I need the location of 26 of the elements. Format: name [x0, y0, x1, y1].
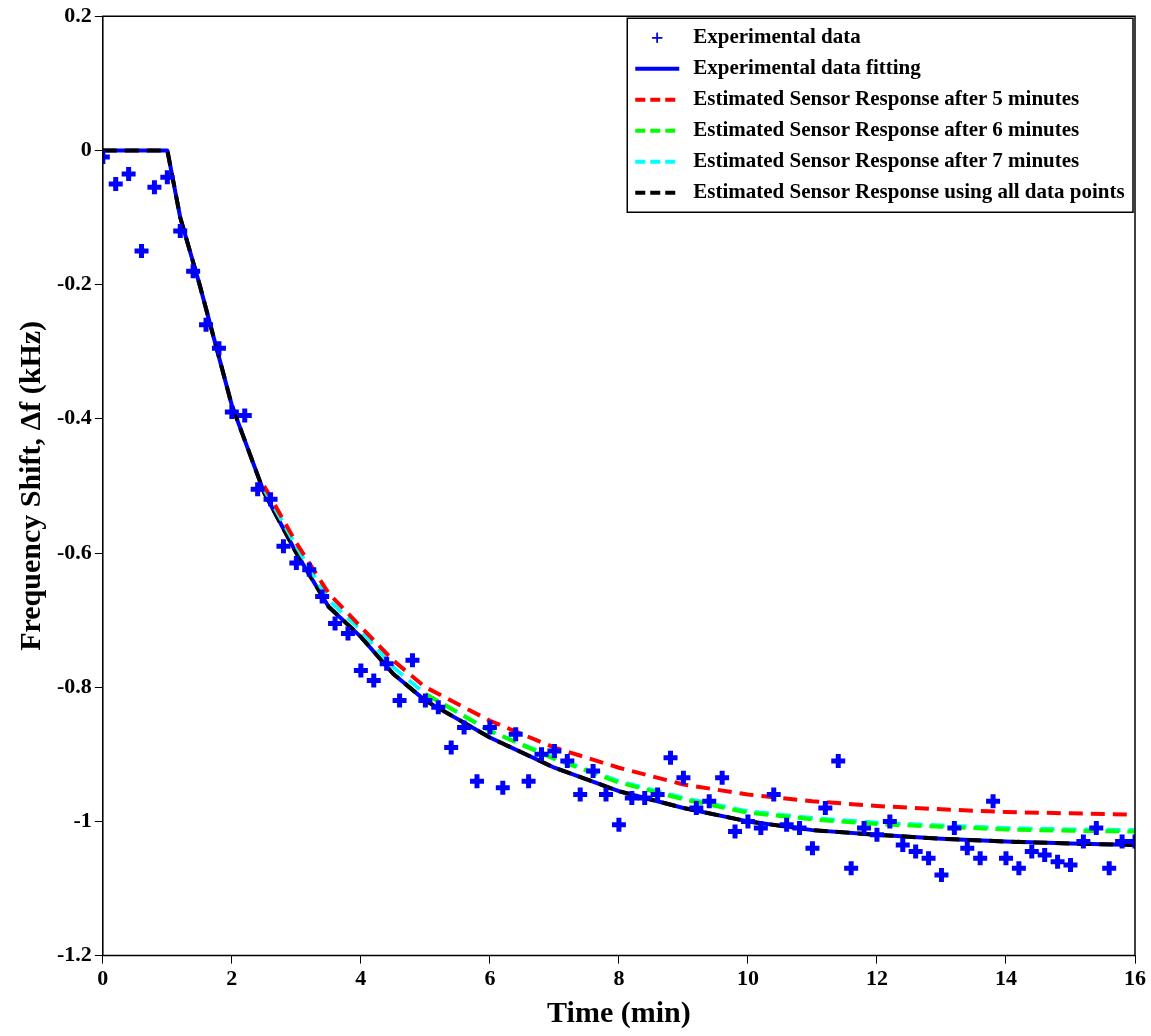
y-axis-title: Frequency Shift, Δf (kHz) [12, 320, 47, 651]
y-tick-label: -0.2 [57, 270, 92, 296]
line-series [423, 691, 1135, 834]
x-axis-title: Time (min) [547, 994, 691, 1029]
y-tick-label: 0.2 [64, 1, 92, 27]
y-tick-label: -1 [73, 807, 92, 833]
y-tick-label: -1.2 [57, 941, 92, 967]
x-tick-label: 6 [484, 965, 496, 991]
x-tick-label: 12 [865, 965, 888, 991]
x-tick-label: 8 [613, 965, 625, 991]
y-tick-label: 0 [80, 136, 92, 162]
x-tick-label: 14 [994, 965, 1017, 991]
legend-label: Estimated Sensor Response after 6 minutes [693, 117, 1080, 142]
y-tick-label: -0.6 [57, 538, 92, 564]
x-tick-label: 16 [1124, 965, 1146, 991]
legend-label: Estimated Sensor Response after 5 minutes [693, 86, 1080, 111]
legend-label: Estimated Sensor Response after 7 minutes [693, 148, 1080, 173]
legend-label: Experimental data fitting [693, 55, 922, 80]
legend-label: Experimental data [693, 24, 862, 49]
y-tick-label: -0.4 [57, 404, 92, 430]
x-tick-label: 0 [97, 965, 109, 991]
x-tick-label: 10 [736, 965, 759, 991]
legend-label: Estimated Sensor Response using all data points [693, 179, 1125, 204]
x-tick-label: 2 [226, 965, 238, 991]
y-tick-label: -0.8 [57, 672, 92, 698]
x-tick-label: 4 [355, 965, 367, 991]
